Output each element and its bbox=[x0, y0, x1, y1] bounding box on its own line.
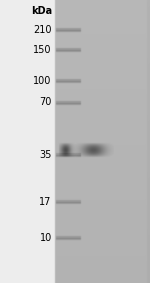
Text: 100: 100 bbox=[33, 76, 52, 86]
Text: 17: 17 bbox=[39, 197, 52, 207]
Bar bbox=[0, 0, 56, 283]
Text: 150: 150 bbox=[33, 45, 52, 55]
Text: 35: 35 bbox=[39, 150, 52, 160]
Text: 70: 70 bbox=[39, 97, 52, 108]
Text: kDa: kDa bbox=[32, 6, 52, 16]
Text: 210: 210 bbox=[33, 25, 52, 35]
Text: 10: 10 bbox=[39, 233, 52, 243]
